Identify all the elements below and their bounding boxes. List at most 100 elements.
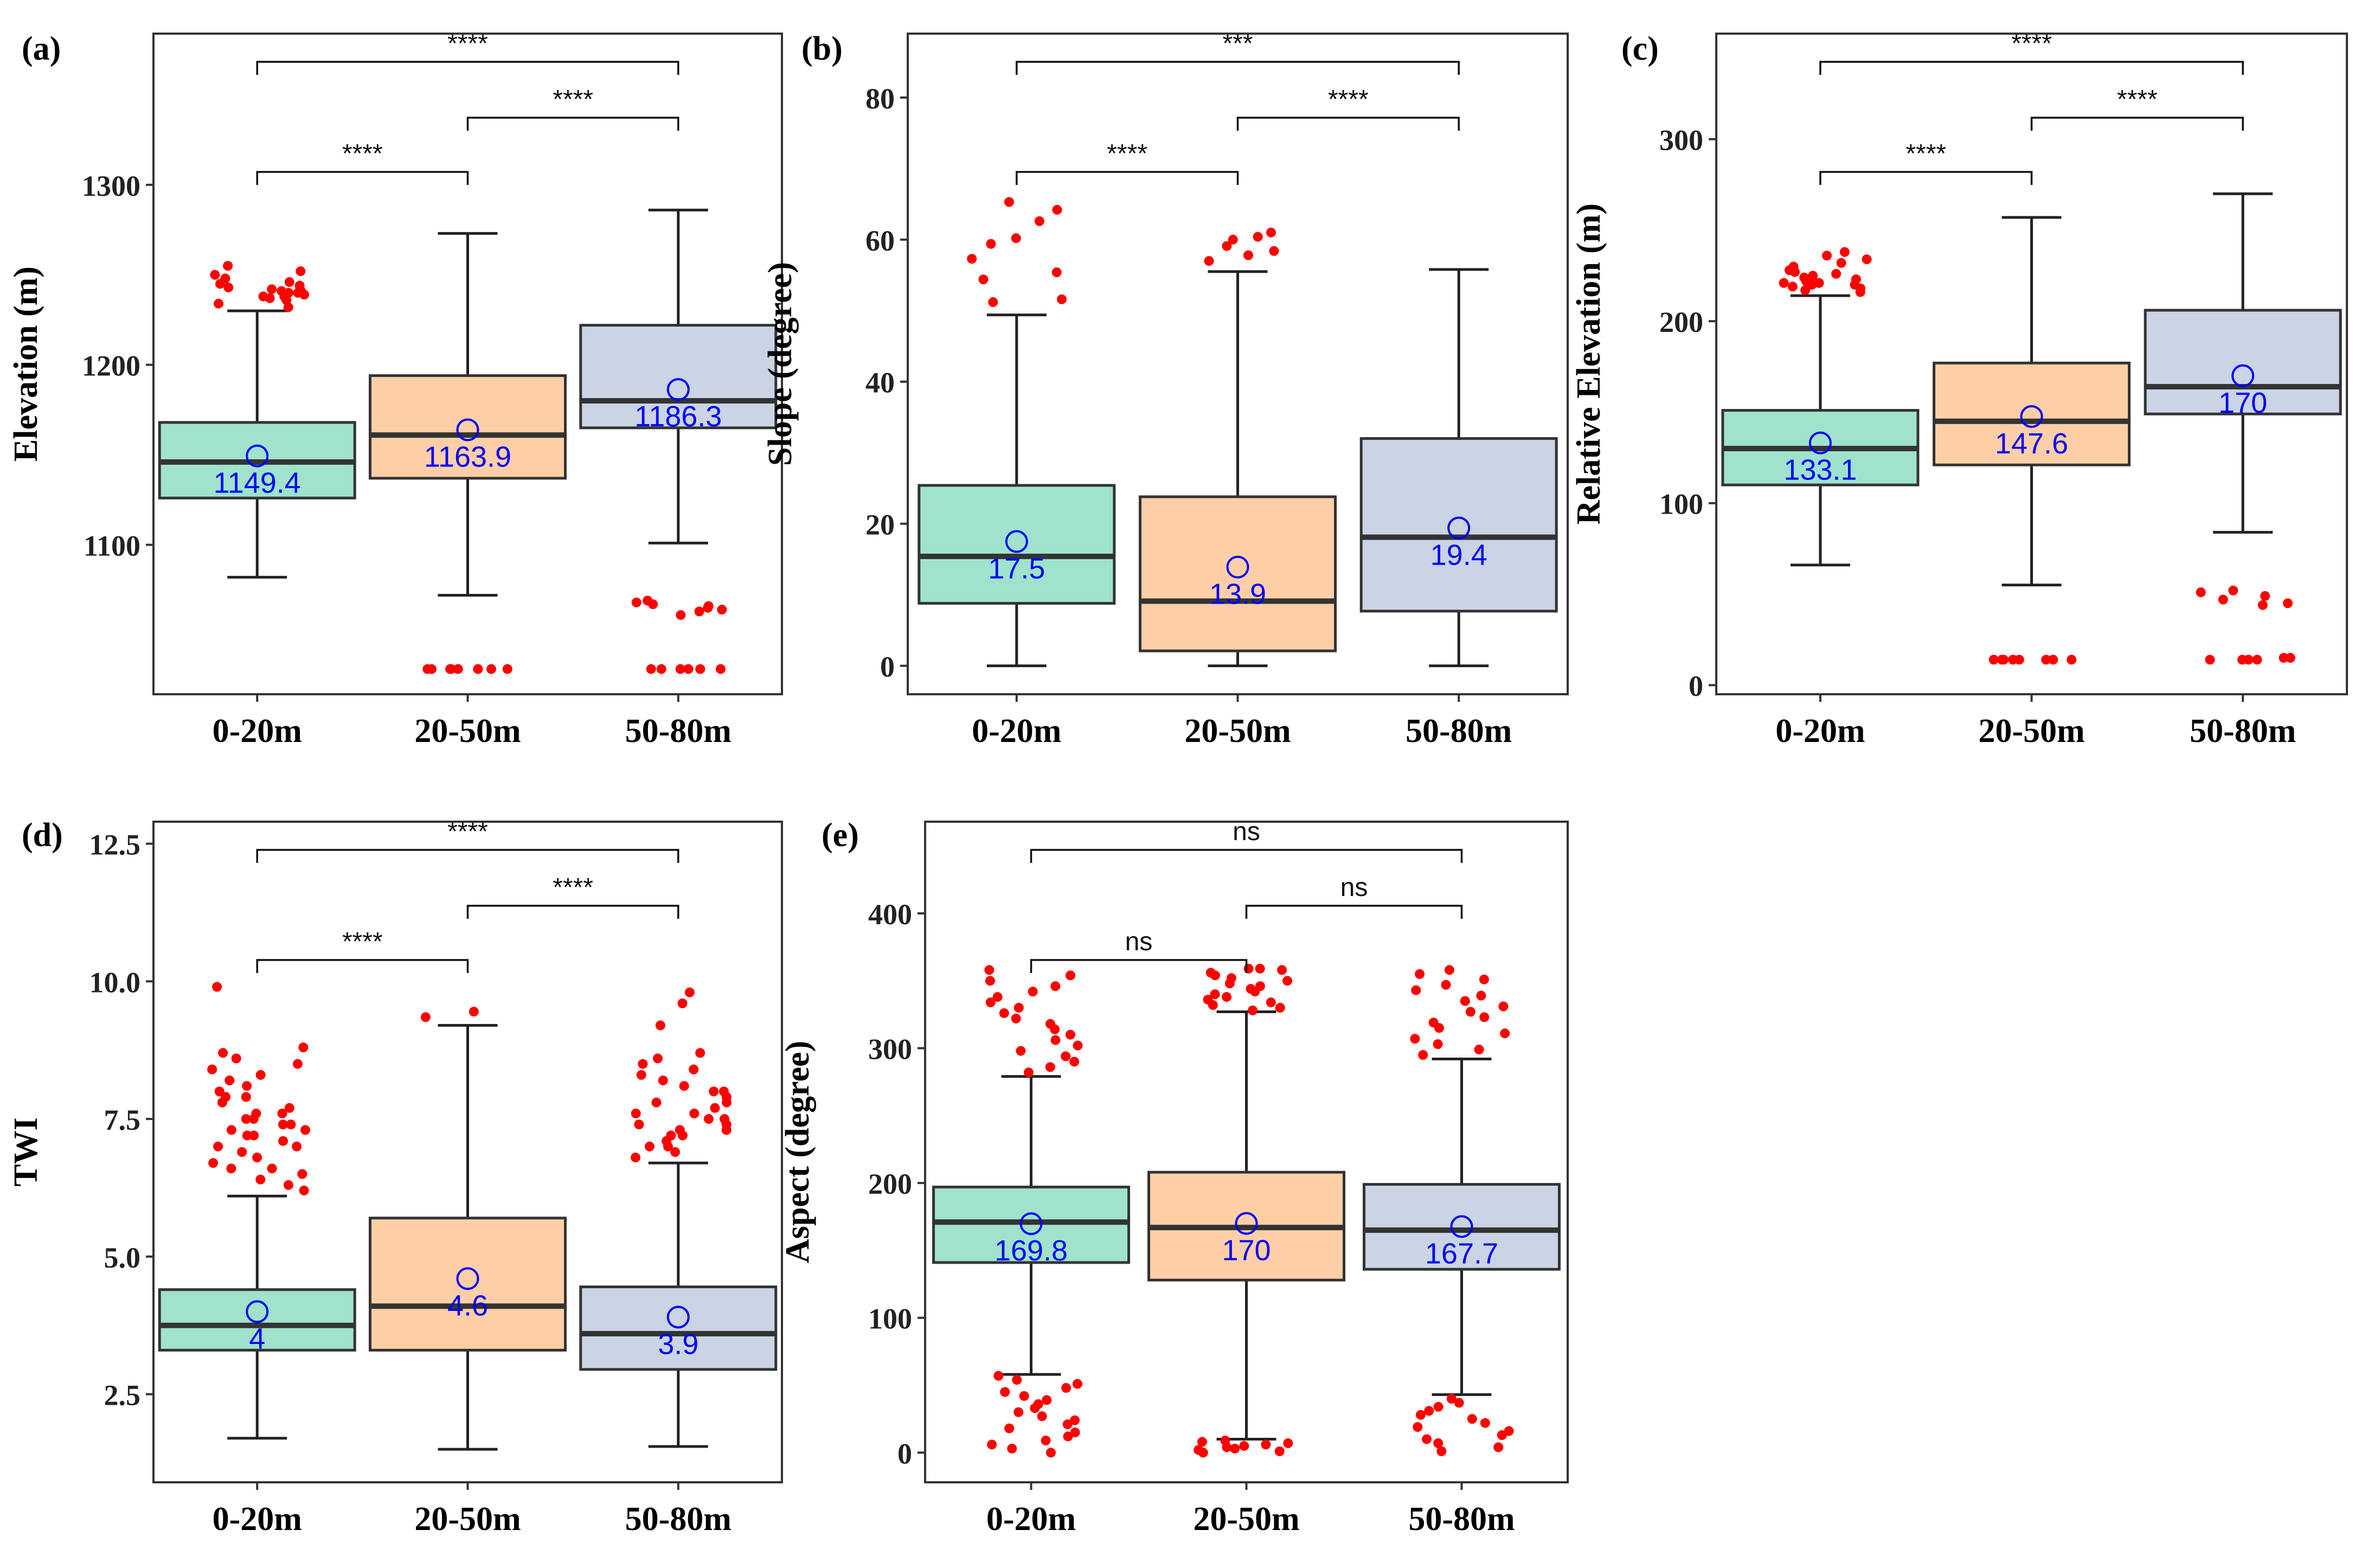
outlier-point (643, 596, 653, 606)
outlier-point (258, 291, 268, 302)
outlier-point (1004, 197, 1014, 207)
outlier-point (1016, 1046, 1026, 1056)
outlier-point (1073, 1040, 1083, 1051)
outlier-point (1851, 274, 1861, 284)
outlier-point (1283, 1438, 1293, 1448)
outlier-point (703, 601, 714, 611)
outlier-point (719, 1086, 729, 1097)
outlier-point (1255, 981, 1265, 991)
significance-label: ns (1125, 927, 1153, 956)
box-20-50m: 1163.9 (369, 232, 567, 674)
iqr-box (1933, 361, 2131, 466)
outlier-point (299, 1186, 309, 1196)
mean-label: 13.9 (1209, 578, 1266, 611)
box-50-80m: 1186.3 (579, 208, 778, 674)
outlier-point (2067, 655, 2077, 665)
bracket-line (466, 905, 679, 919)
outlier-point (1011, 1013, 1021, 1023)
x-tick-label: 0-20m (213, 1501, 302, 1538)
outlier-point (292, 1141, 302, 1151)
outlier-point (689, 1064, 699, 1074)
x-tick-label: 0-20m (1775, 713, 1865, 750)
significance-bracket: **** (1819, 139, 2033, 185)
bracket-line (1016, 171, 1239, 185)
mean-marker (1226, 555, 1249, 579)
y-tick-label: 5.0 (104, 1241, 141, 1274)
outlier-point (676, 610, 686, 620)
outlier-point (241, 1114, 251, 1124)
outlier-point (1997, 655, 2007, 665)
outlier-point (1037, 1411, 1047, 1422)
outlier-point (1069, 1057, 1080, 1067)
y-tick-label: 100 (1659, 488, 1703, 521)
outlier-point (1033, 1399, 1043, 1409)
outlier-point (2196, 587, 2206, 598)
outlier-point (294, 280, 305, 291)
outlier-point (1277, 965, 1287, 975)
significance-label: **** (342, 927, 383, 956)
outlier-point (1056, 294, 1067, 304)
box-0-20m: 4 (158, 982, 356, 1440)
outlier-point (655, 1020, 665, 1030)
outlier-point (710, 1103, 720, 1113)
outlier-point (636, 1070, 646, 1080)
outlier-point (1282, 976, 1293, 986)
outlier-point (1204, 256, 1214, 266)
mean-label: 170 (2218, 387, 2267, 419)
box-0-20m: 133.1 (1721, 247, 1920, 567)
outlier-point (1454, 1398, 1464, 1408)
mean-marker (1450, 1215, 1473, 1238)
box-20-50m: 147.6 (1933, 216, 2131, 665)
outlier-point (1222, 992, 1232, 1002)
x-tick-label: 50-80m (1408, 1501, 1515, 1538)
outlier-point (1480, 1418, 1490, 1428)
outlier-point (1013, 1407, 1024, 1417)
bracket-line (256, 849, 679, 863)
outlier-point (1436, 1446, 1447, 1456)
outlier-point (1476, 990, 1486, 1001)
outlier-point (1007, 1443, 1017, 1454)
outlier-point (631, 1153, 641, 1163)
outlier-point (2285, 652, 2295, 663)
outlier-point (296, 266, 306, 277)
outlier-point (1061, 1051, 1071, 1061)
outlier-point (284, 1103, 294, 1113)
outlier-point (717, 605, 727, 615)
outlier-point (1012, 1375, 1022, 1385)
outlier-point (300, 1125, 311, 1135)
iqr-box (1139, 495, 1337, 652)
outlier-point (2257, 600, 2268, 610)
outlier-point (1013, 1003, 1024, 1013)
outlier-point (267, 1163, 277, 1174)
outlier-point (284, 277, 294, 287)
outlier-point (1418, 1050, 1428, 1060)
significance-bracket: **** (1236, 85, 1460, 131)
iqr-box (918, 484, 1116, 605)
outlier-point (1062, 1419, 1073, 1430)
outlier-point (1814, 278, 1824, 288)
x-tick-label: 20-50m (414, 713, 521, 750)
x-tick-label: 50-80m (625, 1501, 732, 1538)
outlier-point (251, 1108, 261, 1118)
box-0-20m: 169.8 (932, 965, 1131, 1458)
y-tick-label: 400 (868, 898, 912, 931)
mean-marker (2020, 405, 2043, 428)
outlier-point (1228, 234, 1238, 245)
outlier-point (242, 1081, 252, 1091)
significance-bracket: ns (1030, 817, 1463, 863)
outlier-point (207, 1064, 217, 1074)
significance-bracket: **** (2030, 85, 2244, 131)
outlier-point (1210, 989, 1220, 1000)
y-tick-label: 60 (865, 225, 895, 257)
outlier-point (1034, 216, 1044, 226)
y-tick-label: 300 (868, 1033, 912, 1066)
outlier-point (1045, 1019, 1055, 1029)
outlier-point (255, 1070, 266, 1080)
outlier-point (277, 1108, 287, 1118)
outlier-point (213, 1141, 223, 1151)
outlier-point (1197, 1437, 1207, 1447)
outlier-point (1230, 1443, 1240, 1454)
plot-frame (907, 33, 1569, 695)
mean-label: 170 (1222, 1234, 1271, 1267)
bracket-line (1819, 171, 2033, 185)
